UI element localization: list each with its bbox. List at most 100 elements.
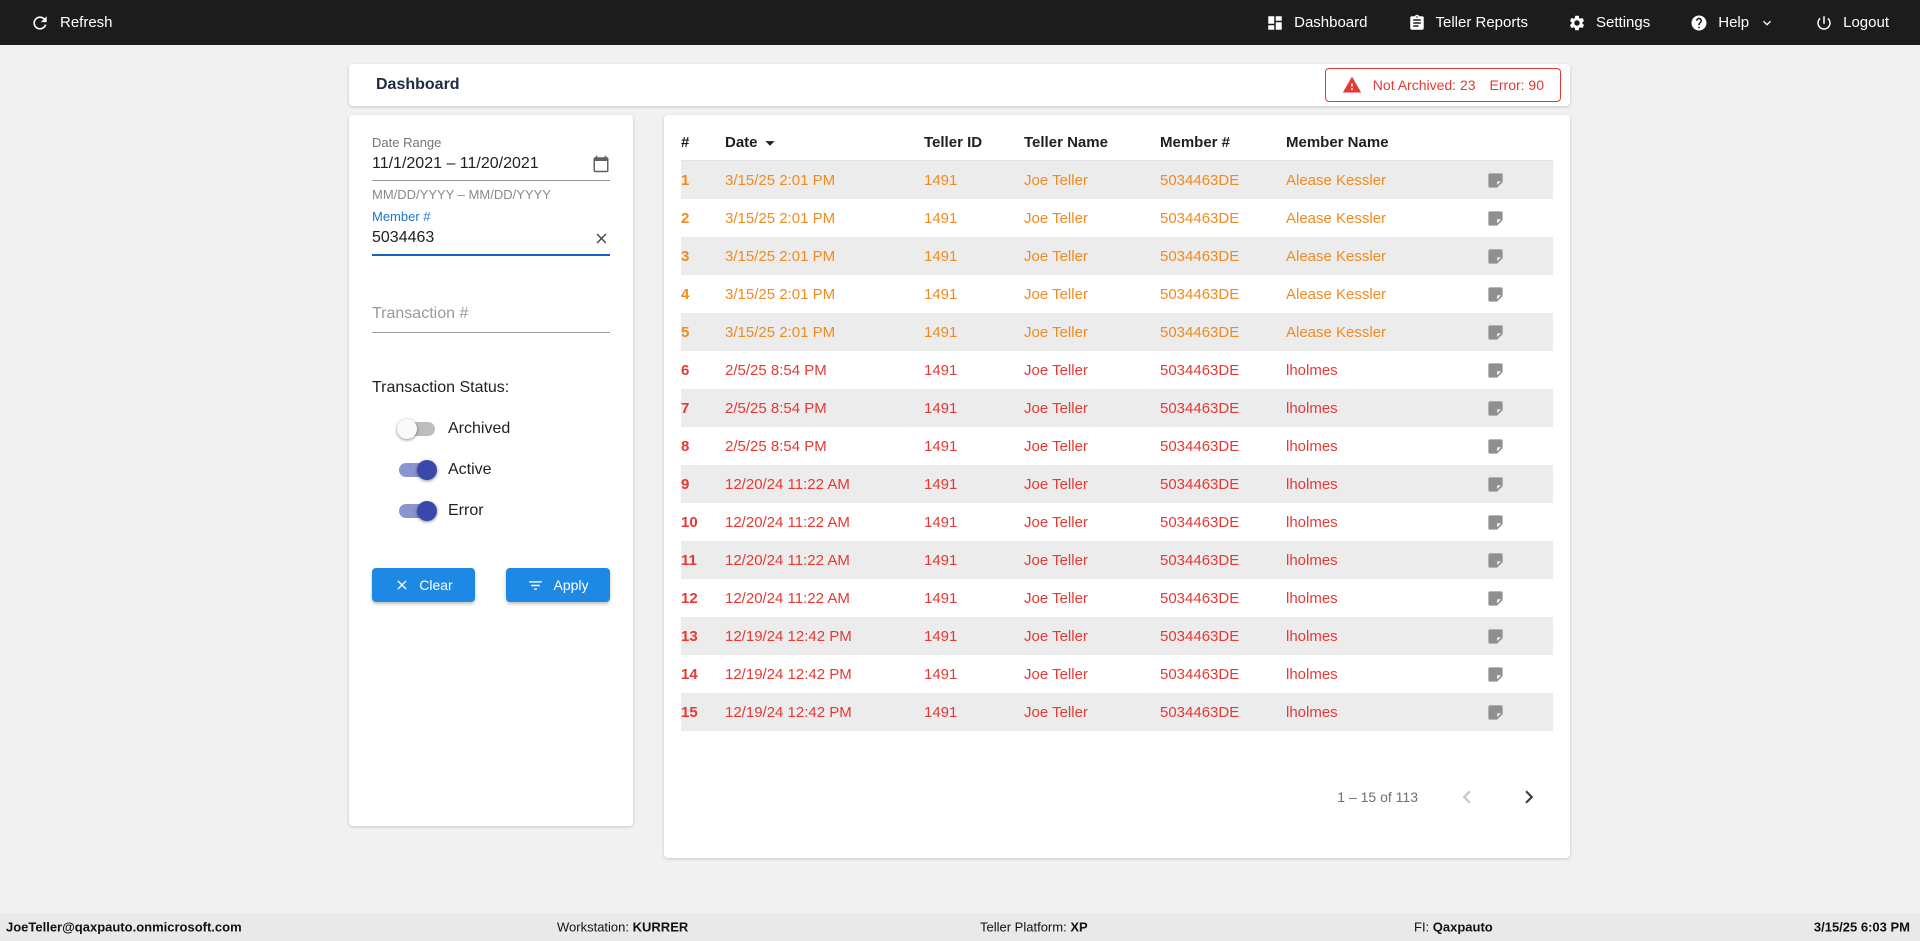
nav-settings[interactable]: Settings: [1568, 14, 1650, 32]
cell-teller-name: Joe Teller: [1024, 285, 1088, 303]
table-body: 1 3/15/25 2:01 PM 1491 Joe Teller 503446…: [681, 161, 1553, 731]
table-row[interactable]: 10 12/20/24 11:22 AM 1491 Joe Teller 503…: [681, 503, 1553, 541]
cell-date: 12/20/24 11:22 AM: [725, 589, 850, 607]
workstation-value: KURRER: [632, 919, 689, 935]
table-row[interactable]: 6 2/5/25 8:54 PM 1491 Joe Teller 5034463…: [681, 351, 1553, 389]
toggle-row-error: Error: [399, 501, 610, 521]
table-row[interactable]: 5 3/15/25 2:01 PM 1491 Joe Teller 503446…: [681, 313, 1553, 351]
toggle-row-archived: Archived: [397, 419, 610, 439]
note-icon[interactable]: [1486, 475, 1505, 494]
cell-teller-id: 1491: [924, 437, 958, 455]
active-toggle[interactable]: [399, 460, 437, 480]
cell-member-name: lholmes: [1286, 665, 1338, 683]
previous-page-button[interactable]: [1454, 784, 1480, 810]
column-header-date[interactable]: Date: [725, 132, 924, 154]
cell-member-name: Alease Kessler: [1286, 285, 1387, 303]
refresh-button[interactable]: Refresh: [30, 13, 113, 33]
cell-date: 12/19/24 12:42 PM: [725, 627, 852, 645]
note-icon[interactable]: [1486, 209, 1505, 228]
cell-teller-id: 1491: [924, 589, 958, 607]
cell-member-name: lholmes: [1286, 475, 1338, 493]
cell-teller-name: Joe Teller: [1024, 589, 1088, 607]
calendar-icon[interactable]: [592, 155, 610, 173]
note-icon[interactable]: [1486, 437, 1505, 456]
clear-member-icon[interactable]: [593, 230, 610, 247]
cell-date: 3/15/25 2:01 PM: [725, 171, 836, 189]
column-header-member-name: Member Name: [1286, 134, 1389, 151]
note-icon[interactable]: [1486, 627, 1505, 646]
note-icon[interactable]: [1486, 285, 1505, 304]
pagination: 1 – 15 of 113: [1337, 784, 1542, 810]
table-row[interactable]: 14 12/19/24 12:42 PM 1491 Joe Teller 503…: [681, 655, 1553, 693]
table-row[interactable]: 7 2/5/25 8:54 PM 1491 Joe Teller 5034463…: [681, 389, 1553, 427]
note-icon[interactable]: [1486, 323, 1505, 342]
clear-button[interactable]: Clear: [372, 568, 475, 602]
fi-value: Qaxpauto: [1432, 919, 1493, 935]
cell-date: 3/15/25 2:01 PM: [725, 285, 836, 303]
cell-member-number: 5034463DE: [1160, 437, 1240, 455]
table-row[interactable]: 3 3/15/25 2:01 PM 1491 Joe Teller 503446…: [681, 237, 1553, 275]
table-row[interactable]: 1 3/15/25 2:01 PM 1491 Joe Teller 503446…: [681, 161, 1553, 199]
alert-badge[interactable]: Not Archived: 23 Error: 90: [1324, 68, 1561, 102]
refresh-label: Refresh: [60, 14, 113, 31]
teller-platform-info: Teller Platform: XP: [980, 919, 1088, 935]
date-range-input[interactable]: [372, 155, 592, 173]
cell-teller-name: Joe Teller: [1024, 627, 1088, 645]
table-row[interactable]: 4 3/15/25 2:01 PM 1491 Joe Teller 503446…: [681, 275, 1553, 313]
note-icon[interactable]: [1486, 399, 1505, 418]
transaction-number-input[interactable]: [372, 305, 610, 323]
cell-member-name: Alease Kessler: [1286, 323, 1387, 341]
nav-dashboard-label: Dashboard: [1294, 14, 1368, 31]
cell-date: 12/20/24 11:22 AM: [725, 475, 850, 493]
cell-teller-name: Joe Teller: [1024, 323, 1088, 341]
cell-teller-id: 1491: [924, 247, 958, 265]
note-icon[interactable]: [1486, 551, 1505, 570]
gear-icon: [1568, 14, 1586, 32]
cell-date: 3/15/25 2:01 PM: [725, 247, 836, 265]
table-row[interactable]: 11 12/20/24 11:22 AM 1491 Joe Teller 503…: [681, 541, 1553, 579]
note-icon[interactable]: [1486, 665, 1505, 684]
cell-teller-id: 1491: [924, 665, 958, 683]
note-icon[interactable]: [1486, 513, 1505, 532]
table-row[interactable]: 13 12/19/24 12:42 PM 1491 Joe Teller 503…: [681, 617, 1553, 655]
cell-teller-id: 1491: [924, 513, 958, 531]
cell-row-number: 10: [681, 513, 698, 531]
table-row[interactable]: 2 3/15/25 2:01 PM 1491 Joe Teller 503446…: [681, 199, 1553, 237]
cell-row-number: 5: [681, 323, 690, 341]
close-icon: [394, 577, 410, 593]
dashboard-icon: [1266, 14, 1284, 32]
next-page-button[interactable]: [1516, 784, 1542, 810]
cell-date: 12/20/24 11:22 AM: [725, 513, 850, 531]
nav-teller-reports[interactable]: Teller Reports: [1408, 14, 1528, 32]
cell-member-name: Alease Kessler: [1286, 209, 1387, 227]
cell-date: 12/20/24 11:22 AM: [725, 551, 850, 569]
apply-button[interactable]: Apply: [506, 568, 610, 602]
note-icon[interactable]: [1486, 589, 1505, 608]
cell-member-name: lholmes: [1286, 551, 1338, 569]
cell-member-number: 5034463DE: [1160, 513, 1240, 531]
table-row[interactable]: 8 2/5/25 8:54 PM 1491 Joe Teller 5034463…: [681, 427, 1553, 465]
page-header: Dashboard Not Archived: 23 Error: 90: [349, 64, 1570, 106]
note-icon[interactable]: [1486, 361, 1505, 380]
filter-icon: [527, 577, 544, 594]
archived-toggle[interactable]: [397, 419, 435, 439]
table-row[interactable]: 9 12/20/24 11:22 AM 1491 Joe Teller 5034…: [681, 465, 1553, 503]
error-toggle[interactable]: [399, 501, 437, 521]
member-number-input[interactable]: [372, 229, 593, 247]
status-bar: JoeTeller@qaxpauto.onmicrosoft.com Works…: [0, 913, 1920, 941]
power-icon: [1815, 14, 1833, 32]
cell-row-number: 11: [681, 551, 697, 569]
sort-descending-icon: [759, 132, 781, 154]
note-icon[interactable]: [1486, 247, 1505, 266]
note-icon[interactable]: [1486, 171, 1505, 190]
platform-value: XP: [1070, 919, 1088, 935]
cell-member-number: 5034463DE: [1160, 475, 1240, 493]
table-row[interactable]: 12 12/20/24 11:22 AM 1491 Joe Teller 503…: [681, 579, 1553, 617]
table-row[interactable]: 15 12/19/24 12:42 PM 1491 Joe Teller 503…: [681, 693, 1553, 731]
cell-teller-id: 1491: [924, 399, 958, 417]
nav-logout[interactable]: Logout: [1815, 14, 1889, 32]
note-icon[interactable]: [1486, 703, 1505, 722]
nav-help[interactable]: Help: [1690, 14, 1775, 32]
nav-dashboard[interactable]: Dashboard: [1266, 14, 1368, 32]
cell-teller-id: 1491: [924, 551, 958, 569]
